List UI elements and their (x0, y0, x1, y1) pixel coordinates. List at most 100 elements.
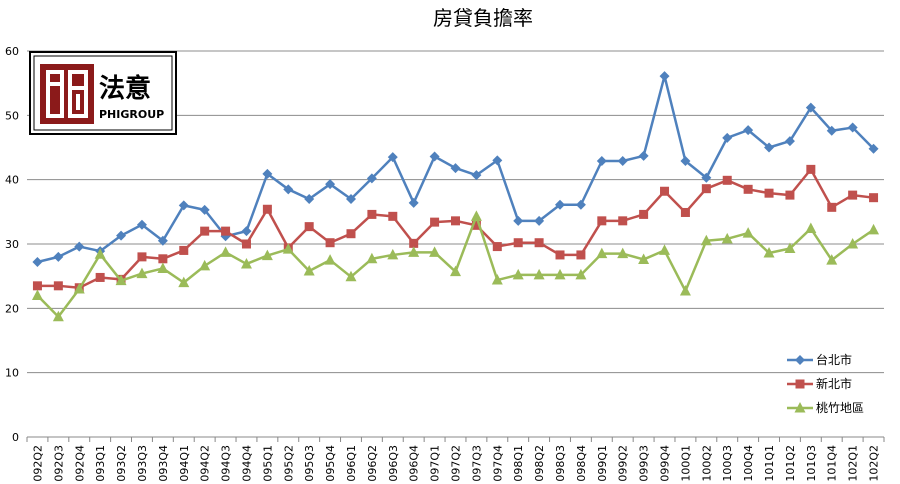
x-tick-label: 098Q4 (575, 445, 588, 482)
data-point (32, 257, 43, 268)
x-tick-label: 100Q4 (742, 445, 755, 482)
y-tick-label: 50 (5, 109, 19, 122)
data-point (387, 248, 399, 260)
data-point (826, 125, 837, 136)
data-point (784, 136, 795, 147)
x-tick-label: 096Q3 (387, 445, 400, 482)
data-point (785, 190, 795, 200)
data-point (32, 281, 42, 291)
y-tick-label: 20 (5, 302, 19, 315)
data-point (450, 265, 461, 277)
x-tick-label: 093Q2 (115, 445, 128, 482)
data-point (115, 274, 127, 286)
data-point (409, 238, 419, 248)
data-point (617, 247, 629, 259)
logo-emblem (40, 64, 94, 124)
x-tick-label: 099Q2 (617, 445, 630, 482)
data-point (555, 199, 566, 210)
data-point (116, 230, 127, 241)
x-tick-label: 101Q3 (805, 445, 818, 482)
data-point (597, 216, 607, 226)
x-tick-label: 098Q2 (533, 445, 546, 482)
y-tick-label: 30 (5, 238, 19, 251)
data-point (763, 247, 775, 258)
data-point (869, 193, 879, 203)
data-point (262, 168, 273, 179)
data-point (700, 234, 712, 246)
data-point (304, 193, 315, 204)
data-point (743, 184, 753, 194)
x-axis-ticks: 092Q2 092Q3 092Q4 093Q1 093Q2 093Q3 093Q4 094Q1… (26, 437, 885, 482)
data-point (575, 199, 586, 210)
data-point (847, 238, 859, 249)
data-point (492, 155, 503, 166)
data-point (451, 216, 460, 226)
data-point (241, 226, 252, 237)
x-tick-label: 093Q4 (157, 445, 170, 482)
x-tick-label: 092Q2 (31, 445, 44, 482)
x-tick-label: 095Q4 (324, 445, 337, 482)
x-tick-label: 094Q2 (199, 445, 212, 482)
x-tick-label: 094Q4 (240, 445, 253, 482)
data-point (721, 232, 733, 244)
data-point (659, 71, 670, 82)
data-point (387, 152, 398, 163)
data-point (283, 184, 294, 195)
y-tick-label: 0 (12, 431, 19, 444)
data-point (94, 248, 106, 259)
data-point (795, 355, 805, 365)
x-tick-label: 094Q3 (220, 445, 233, 482)
x-tick-label: 100Q1 (679, 445, 692, 482)
data-point (533, 268, 545, 280)
legend-label: 桃竹地區 (816, 400, 864, 415)
data-point (722, 132, 733, 143)
data-point (345, 193, 356, 204)
x-tick-label: 092Q4 (73, 445, 86, 482)
data-point (596, 156, 607, 167)
data-point (826, 254, 838, 265)
data-point (137, 252, 147, 262)
data-point (199, 204, 210, 215)
data-point (136, 267, 148, 279)
x-tick-label: 099Q1 (596, 445, 609, 482)
data-point (743, 125, 754, 136)
x-tick-label: 095Q2 (282, 445, 295, 482)
x-tick-label: 095Q1 (261, 445, 274, 482)
data-point (304, 222, 314, 232)
data-point (450, 163, 461, 174)
x-tick-label: 100Q2 (700, 445, 713, 482)
data-point (784, 242, 796, 254)
data-point (240, 257, 252, 269)
legend-label: 台北市 (816, 352, 852, 367)
data-point (534, 238, 544, 248)
x-tick-label: 093Q1 (94, 445, 107, 482)
data-point (512, 268, 524, 280)
x-tick-label: 097Q2 (450, 445, 463, 482)
x-tick-label: 098Q1 (512, 445, 525, 482)
data-point (805, 222, 817, 234)
x-tick-label: 101Q2 (784, 445, 797, 482)
data-point (639, 209, 649, 219)
data-point (680, 156, 691, 167)
data-point (491, 274, 503, 285)
data-point (847, 122, 858, 133)
data-point (742, 227, 754, 238)
data-point (596, 247, 608, 259)
data-point (324, 254, 336, 265)
series-diamond (32, 71, 879, 268)
data-point (513, 215, 524, 226)
series-triangle (31, 210, 880, 322)
y-axis-ticks: 0 10 20 30 40 50 60 (5, 45, 19, 444)
data-point (868, 223, 880, 235)
x-tick-label: 095Q3 (303, 445, 316, 482)
data-point (241, 239, 251, 249)
data-point (722, 175, 732, 185)
x-tick-label: 096Q1 (345, 445, 358, 482)
chart-title: 房貸負擔率 (433, 6, 533, 30)
data-point (74, 241, 85, 252)
y-tick-label: 40 (5, 174, 19, 187)
data-point (325, 238, 335, 248)
data-point (157, 235, 168, 246)
